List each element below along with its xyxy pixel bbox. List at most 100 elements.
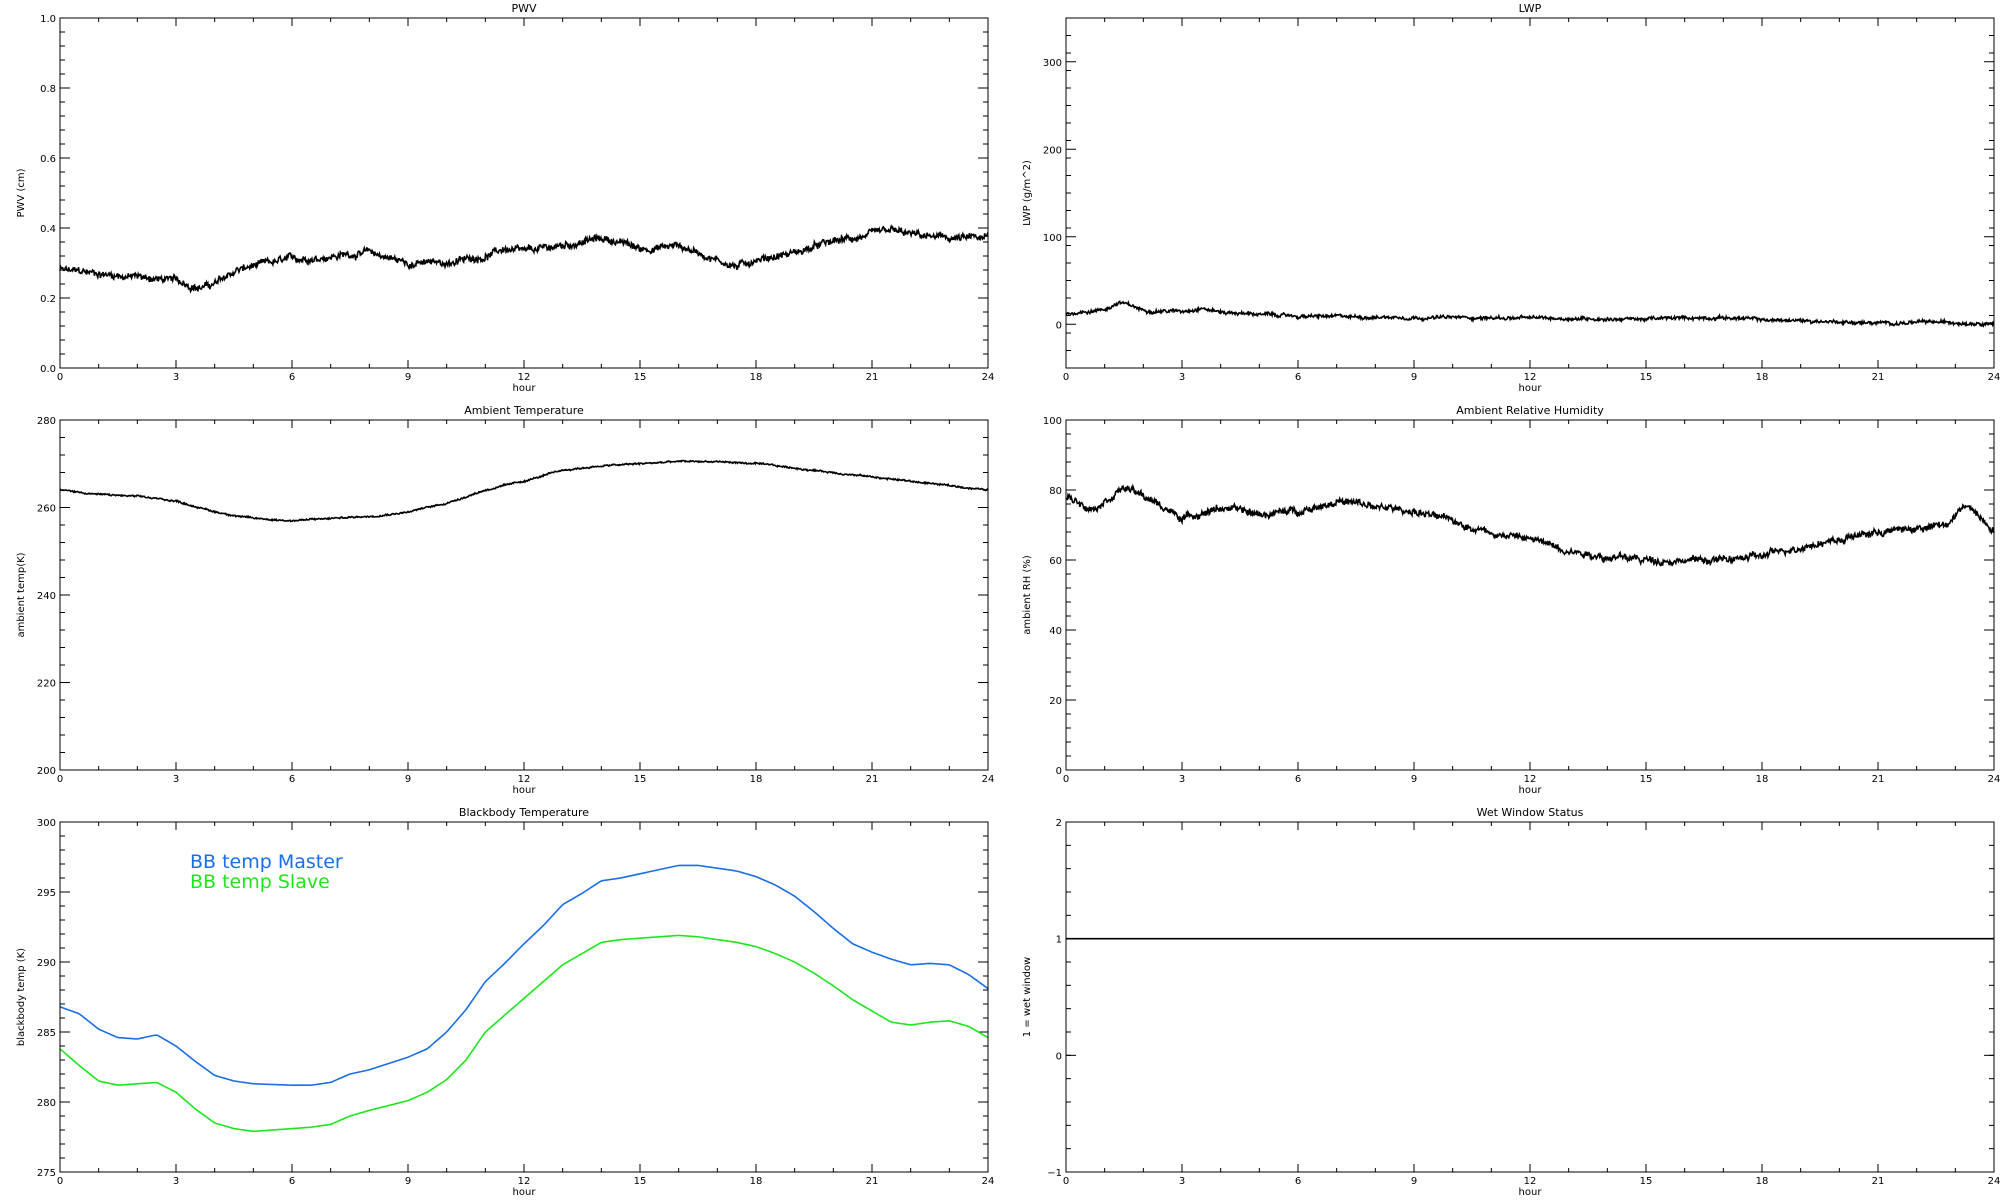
x-axis-label: hour xyxy=(513,785,537,796)
x-tick-label: 15 xyxy=(634,774,647,785)
x-tick-label: 21 xyxy=(1872,1176,1885,1187)
y-tick-label: −1 xyxy=(1047,1168,1062,1179)
x-tick-label: 21 xyxy=(866,774,879,785)
x-tick-label: 9 xyxy=(405,1176,411,1187)
y-tick-label: 275 xyxy=(37,1168,56,1179)
x-tick-label: 9 xyxy=(1411,1176,1417,1187)
y-tick-label: 0.2 xyxy=(40,294,56,305)
panel-ambient-temperature: Ambient Temperature hour ambient temp(K) 0 3… xyxy=(16,404,994,796)
x-tick-label: 3 xyxy=(173,774,179,785)
y-tick-label: 2 xyxy=(1056,818,1062,829)
x-tick-label: 18 xyxy=(750,774,763,785)
x-tick-label: 0 xyxy=(57,372,63,383)
y-tick-label: 60 xyxy=(1049,556,1062,567)
legend-entry: BB temp Master xyxy=(190,851,343,873)
chart-title: Wet Window Status xyxy=(1477,806,1584,819)
plot-frame xyxy=(59,419,989,771)
y-tick-label: 300 xyxy=(1043,58,1062,69)
x-tick-label: 18 xyxy=(1756,774,1769,785)
plot-frame xyxy=(1065,419,1995,771)
y-tick-label: 80 xyxy=(1049,486,1062,497)
y-tick-label: 1.0 xyxy=(40,14,56,25)
x-tick-label: 0 xyxy=(57,774,63,785)
x-tick-label: 18 xyxy=(750,1176,763,1187)
x-tick-label: 0 xyxy=(1063,1176,1069,1187)
x-tick-label: 9 xyxy=(405,372,411,383)
x-tick-label: 6 xyxy=(289,1176,295,1187)
x-axis-label: hour xyxy=(513,1187,537,1198)
x-tick-label: 12 xyxy=(1524,774,1537,785)
x-axis-label: hour xyxy=(1519,383,1543,394)
x-tick-label: 18 xyxy=(1756,372,1769,383)
x-tick-label: 6 xyxy=(1295,774,1301,785)
panel-blackbody-temperature: Blackbody Temperature hour blackbody temp … xyxy=(16,806,994,1198)
series-line xyxy=(1065,483,1995,567)
x-tick-label: 3 xyxy=(1179,774,1185,785)
x-tick-label: 21 xyxy=(1872,372,1885,383)
panel-wet-window-status: Wet Window Status hour 1 = wet window 0 3 6 9 1… xyxy=(1022,806,2000,1198)
plot-frame xyxy=(1065,17,1995,369)
x-tick-label: 6 xyxy=(1295,372,1301,383)
y-tick-label: 100 xyxy=(1043,233,1062,244)
series-bb-temp-slave xyxy=(59,934,989,1133)
x-tick-label: 0 xyxy=(1063,372,1069,383)
x-axis-label: hour xyxy=(513,383,537,394)
series-line xyxy=(1065,299,1995,329)
chart-title: Ambient Relative Humidity xyxy=(1456,404,1604,417)
series-line xyxy=(59,459,989,523)
x-tick-label: 6 xyxy=(289,774,295,785)
chart-title: PWV xyxy=(511,2,537,15)
x-tick-label: 9 xyxy=(1411,774,1417,785)
x-tick-label: 24 xyxy=(1988,774,2000,785)
x-tick-label: 24 xyxy=(982,372,995,383)
y-tick-label: 0 xyxy=(1056,320,1062,331)
x-tick-label: 15 xyxy=(634,372,647,383)
y-tick-label: 0.0 xyxy=(40,364,56,375)
x-tick-label: 24 xyxy=(1988,1176,2000,1187)
y-tick-label: 295 xyxy=(37,888,56,899)
x-tick-label: 18 xyxy=(1756,1176,1769,1187)
x-tick-label: 6 xyxy=(289,372,295,383)
y-tick-label: 290 xyxy=(37,958,56,969)
series-line xyxy=(59,224,989,294)
x-tick-label: 24 xyxy=(982,1176,995,1187)
x-tick-label: 21 xyxy=(1872,774,1885,785)
y-tick-label: 200 xyxy=(1043,145,1062,156)
x-tick-label: 18 xyxy=(750,372,763,383)
y-axis-label: ambient temp(K) xyxy=(16,552,27,637)
chart-title: Ambient Temperature xyxy=(464,404,584,417)
x-tick-label: 15 xyxy=(1640,774,1653,785)
y-tick-label: 0 xyxy=(1056,1051,1062,1062)
x-tick-label: 15 xyxy=(1640,372,1653,383)
y-tick-label: 1 xyxy=(1056,935,1062,946)
y-tick-label: 285 xyxy=(37,1028,56,1039)
panel-ambient-relative-humidity: Ambient Relative Humidity hour ambient RH … xyxy=(1022,404,2000,796)
x-tick-label: 12 xyxy=(518,372,531,383)
y-tick-label: 300 xyxy=(37,818,56,829)
x-tick-label: 15 xyxy=(1640,1176,1653,1187)
y-axis-label: ambient RH (%) xyxy=(1022,555,1033,635)
plot-frame xyxy=(1065,821,1995,1173)
x-axis-label: hour xyxy=(1519,1187,1543,1198)
series-bb-temp-master xyxy=(59,864,989,1086)
plot-frame xyxy=(59,821,989,1173)
x-tick-label: 3 xyxy=(1179,372,1185,383)
x-tick-label: 6 xyxy=(1295,1176,1301,1187)
y-tick-label: 200 xyxy=(37,766,56,777)
x-tick-label: 12 xyxy=(1524,372,1537,383)
plot-frame xyxy=(59,17,989,369)
x-tick-label: 24 xyxy=(982,774,995,785)
y-tick-label: 0.8 xyxy=(40,84,56,95)
y-tick-label: 280 xyxy=(37,1098,56,1109)
x-tick-label: 21 xyxy=(866,1176,879,1187)
x-tick-label: 9 xyxy=(405,774,411,785)
panel-lwp: LWP hour LWP (g/m^2) 0 3 6 9 12 15 18 21 24 0 100 200 3… xyxy=(1022,2,2000,394)
x-tick-label: 9 xyxy=(1411,372,1417,383)
x-tick-label: 12 xyxy=(1524,1176,1537,1187)
y-tick-label: 240 xyxy=(37,591,56,602)
x-tick-label: 0 xyxy=(1063,774,1069,785)
y-tick-label: 100 xyxy=(1043,416,1062,427)
y-tick-label: 220 xyxy=(37,679,56,690)
y-axis-label: 1 = wet window xyxy=(1022,957,1033,1037)
